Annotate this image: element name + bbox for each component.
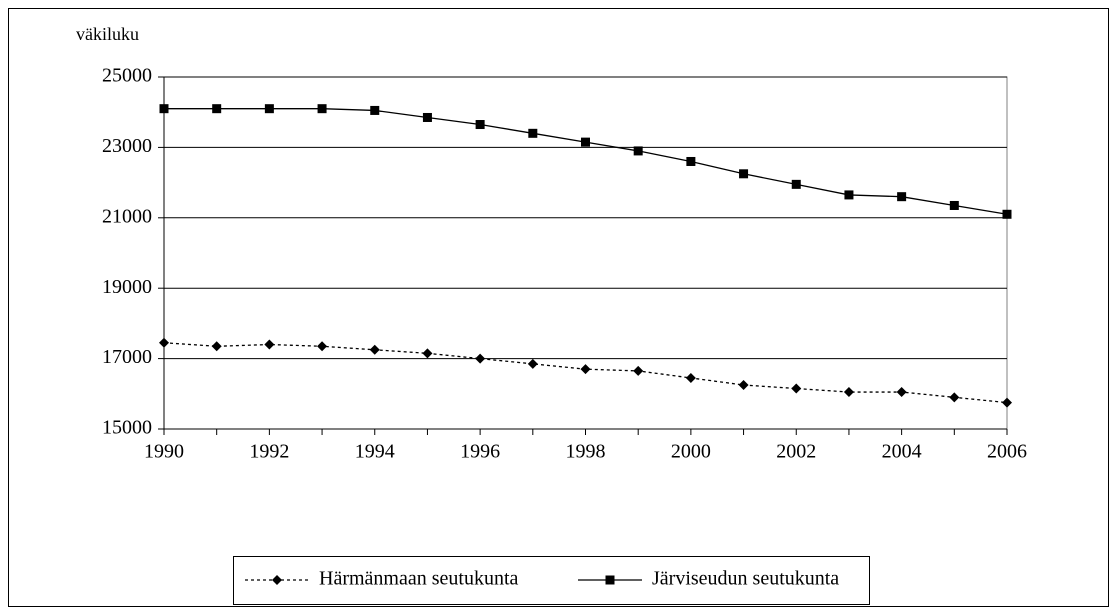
y-axis-label: väkiluku	[76, 24, 139, 44]
data-point	[528, 128, 538, 138]
x-tick-label: 2000	[671, 441, 711, 463]
data-point	[738, 380, 749, 390]
y-tick-label: 21000	[102, 205, 152, 227]
data-point	[633, 146, 643, 156]
x-tick-label: 2004	[882, 441, 922, 463]
y-tick-label: 15000	[102, 417, 152, 439]
data-point	[317, 341, 328, 352]
x-tick-label: 2006	[987, 441, 1027, 463]
data-point	[949, 200, 959, 210]
data-point	[475, 120, 485, 130]
x-tick-label: 1990	[144, 441, 184, 463]
data-point	[896, 387, 907, 398]
data-point	[685, 372, 696, 383]
data-point	[739, 169, 749, 179]
data-point	[791, 179, 801, 189]
x-tick-label: 1996	[460, 441, 500, 463]
legend-label: Härmänmaan seutukunta	[319, 568, 518, 590]
legend-marker	[272, 575, 282, 585]
data-point	[211, 341, 222, 352]
x-tick-label: 1994	[355, 441, 395, 463]
x-tick-label: 1998	[566, 441, 606, 463]
legend-marker	[605, 575, 615, 585]
y-tick-label: 25000	[102, 65, 152, 87]
y-tick-label: 17000	[102, 346, 152, 368]
data-point	[949, 392, 960, 403]
x-tick-label: 1992	[249, 441, 289, 463]
data-point	[264, 339, 275, 350]
data-point	[580, 364, 591, 375]
data-point	[422, 348, 433, 359]
data-point	[264, 104, 274, 114]
legend-label: Järviseudun seutukunta	[652, 568, 839, 590]
data-point	[1002, 209, 1012, 219]
data-point	[791, 383, 802, 394]
data-point	[370, 105, 380, 115]
data-point	[844, 190, 854, 200]
data-point	[159, 104, 169, 114]
chart-frame	[8, 8, 1109, 607]
legend	[233, 556, 870, 605]
data-point	[475, 353, 486, 364]
data-point	[633, 365, 644, 376]
data-point	[527, 358, 538, 369]
data-point	[843, 387, 854, 398]
y-tick-label: 19000	[102, 276, 152, 298]
data-point	[897, 192, 907, 202]
data-point	[159, 337, 169, 348]
data-point	[422, 112, 432, 122]
data-point	[317, 104, 327, 114]
data-point	[686, 156, 696, 166]
y-tick-label: 23000	[102, 135, 152, 157]
data-point	[581, 137, 590, 147]
data-point	[212, 104, 222, 114]
data-point	[1002, 397, 1012, 408]
data-point	[369, 344, 380, 355]
x-tick-label: 2002	[776, 441, 816, 463]
